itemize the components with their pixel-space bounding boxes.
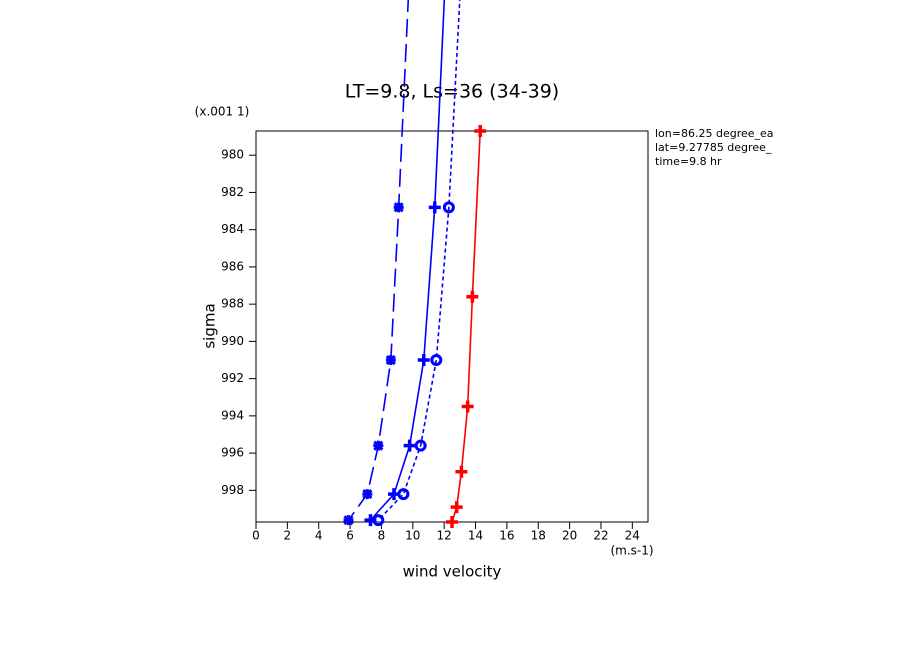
x-tick-label: 18 [531,529,546,543]
x-tick-label: 14 [468,529,483,543]
x-tick-label: 24 [625,529,640,543]
annotation: lon=86.25 degree_ea [655,127,774,140]
marker [455,465,468,478]
marker [403,439,416,452]
series-line [369,0,446,521]
marker [372,514,385,527]
marker [373,440,384,451]
x-tick-label: 20 [562,529,577,543]
marker [428,201,441,214]
marker [417,354,430,367]
y-tick-label: 990 [221,334,244,348]
y-tick-label: 998 [221,483,244,497]
marker [466,290,479,303]
marker [385,354,396,366]
marker [362,489,373,500]
marker [343,515,354,526]
marker [397,488,410,501]
annotation: lat=9.27785 degree_ [655,141,772,154]
series-line [451,130,482,523]
x-tick-label: 12 [437,529,452,543]
marker [430,354,443,367]
annotation: time=9.8 hr [655,155,722,168]
y-tick-label: 994 [221,408,244,422]
x-tick-label: 6 [346,529,354,543]
x-tick-label: 16 [499,529,514,543]
x-tick-label: 2 [284,529,292,543]
marker [474,125,487,137]
y-tick-label: 986 [221,259,244,273]
x-axis-label: wind velocity [403,563,502,581]
x-tick-label: 8 [378,529,386,543]
marker [461,400,474,413]
chart-title: LT=9.8, Ls=36 (34-39) [345,81,559,103]
y-tick-label: 988 [221,297,244,311]
plot-frame [255,130,649,523]
marker [442,201,455,214]
y-tick-label: 992 [221,371,244,385]
annotations: lon=86.25 degree_ea lat=9.27785 degree_ … [655,127,774,168]
marker [414,439,427,452]
y-tick-label: 980 [221,148,244,162]
y-tick-label: 984 [221,222,244,236]
y-axis-label: sigma [201,303,219,348]
x-tick-label: 22 [593,529,608,543]
marker [393,202,404,213]
x-units: (m.s-1) [610,544,653,558]
x-tick-label: 4 [315,529,323,543]
y-units: (x.001 1) [195,105,250,119]
y-tick-label: 996 [221,446,244,460]
x-tick-label: 0 [252,529,260,543]
marker [446,516,458,528]
x-tick-label: 10 [405,529,420,543]
marker [450,501,463,514]
series-line [377,0,461,521]
y-tick-label: 982 [221,185,244,199]
